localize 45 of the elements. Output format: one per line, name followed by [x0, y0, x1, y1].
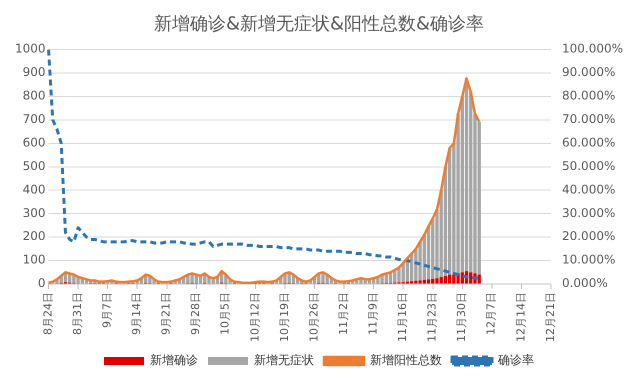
y-tick-label: 200 — [22, 229, 46, 244]
y2-tick-label: 90.000% — [562, 65, 616, 80]
x-tick-label: 11月30日 — [455, 292, 468, 342]
y-tick-label: 800 — [22, 88, 46, 103]
y2-tick-label: 10.000% — [562, 252, 616, 267]
x-tick-label: 11月2日 — [336, 292, 350, 336]
legend-label: 确诊率 — [497, 353, 534, 368]
x-tick-label: 10月26日 — [307, 292, 320, 342]
y2-tick-label: 50.000% — [562, 158, 616, 173]
x-tick-label: 11月23日 — [426, 292, 439, 342]
y-tick-label: 500 — [22, 158, 46, 173]
x-tick-label: 12月14日 — [514, 292, 528, 342]
x-tick-label: 9月21日 — [160, 292, 173, 336]
y-tick-label: 900 — [22, 65, 46, 80]
y2-tick-label: 60.000% — [562, 135, 616, 150]
x-tick-label: 11月16日 — [396, 292, 410, 342]
y2-tick-label: 40.000% — [562, 182, 616, 196]
y-tick-label: 400 — [22, 182, 46, 196]
y-tick-label: 100 — [22, 252, 46, 267]
y2-tick-label: 20.000% — [562, 229, 616, 244]
chart-title: 新增确诊&新增无症状&阳性总数&确诊率 — [154, 13, 484, 34]
x-tick-label: 9月14日 — [130, 292, 144, 336]
x-tick-label: 12月7日 — [484, 292, 498, 336]
y2-tick-label: 80.000% — [562, 88, 616, 103]
y2-tick-label: 0.000% — [562, 276, 608, 290]
x-tick-label: 8月31日 — [70, 292, 84, 336]
y-tick-label: 600 — [22, 135, 46, 150]
legend-label: 新增阳性总数 — [370, 353, 442, 368]
y-tick-label: 1000 — [14, 42, 46, 56]
legend-label: 新增无症状 — [254, 353, 314, 368]
y2-tick-label: 100.000% — [562, 42, 624, 56]
y2-tick-label: 70.000% — [562, 112, 616, 126]
x-tick-label: 9月28日 — [189, 292, 202, 336]
y2-tick-label: 30.000% — [562, 206, 616, 220]
x-tick-label: 10月19日 — [278, 292, 291, 342]
y-tick-label: 700 — [22, 112, 46, 126]
y-tick-label: 0 — [38, 276, 46, 290]
x-tick-label: 8月24日 — [41, 292, 54, 336]
y-tick-label: 300 — [22, 206, 46, 220]
x-tick-label: 10月12日 — [248, 292, 262, 342]
x-tick-label: 11月9日 — [366, 292, 380, 336]
legend-label: 新增确诊 — [150, 353, 198, 368]
x-tick-label: 12月21日 — [544, 292, 557, 342]
x-tick-label: 9月7日 — [100, 292, 114, 328]
x-tick-label: 10月5日 — [218, 292, 232, 336]
